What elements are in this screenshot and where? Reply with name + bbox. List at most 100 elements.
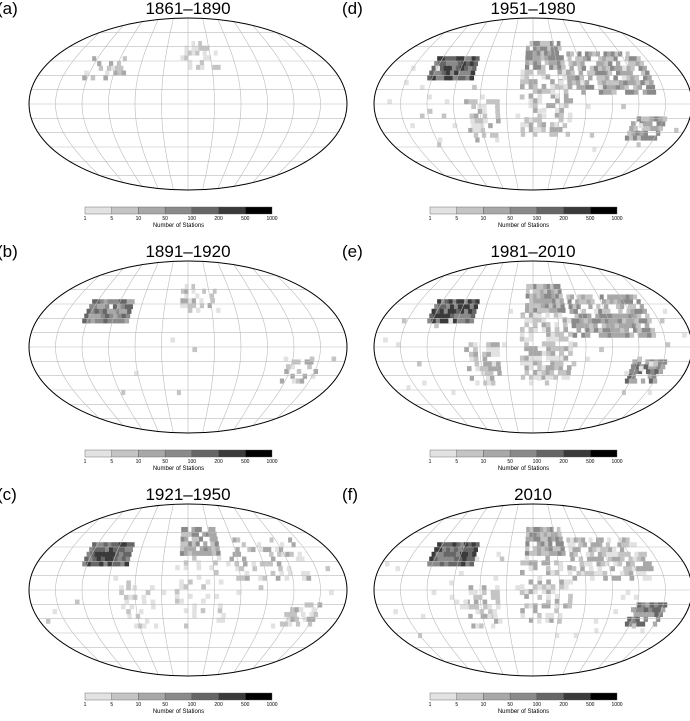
station-cell [571,361,577,367]
station-cell [582,542,587,548]
meridian [81,18,130,190]
station-cell [549,374,554,380]
station-cell [176,390,181,396]
station-cell [180,298,185,304]
colorbar-tick: 5 [455,216,458,222]
station-cell [442,61,447,67]
station-cell [558,536,563,542]
station-cell [437,542,442,548]
station-cell [545,550,550,556]
station-cell [419,113,425,119]
station-cell [396,342,401,348]
colorbar-box [164,692,193,701]
station-cell [202,45,207,51]
station-cell [275,575,281,581]
station-cell [645,611,651,618]
station-cell [461,547,467,553]
station-cell [471,299,476,305]
station-cell [636,56,641,62]
station-cell [452,318,458,324]
station-cell [579,561,585,567]
station-cell [582,313,588,319]
station-cell [447,65,453,71]
station-cell [628,135,634,141]
station-cell [473,304,478,310]
station-cell [641,327,647,333]
station-cell [653,116,659,122]
station-cell [537,360,542,366]
station-cell [592,318,597,324]
station-cell [184,623,189,629]
station-cell [462,313,467,319]
station-cell [621,318,627,324]
station-cell [174,589,180,595]
station-cell [600,61,605,67]
station-cell [613,561,618,567]
station-cell [563,336,569,342]
station-cell [637,570,643,576]
station-cell [544,293,549,299]
station-cell [258,575,263,581]
station-cell [566,537,571,543]
station-cell [604,318,610,324]
station-cell [599,556,604,562]
station-cell [528,579,534,585]
station-cell [558,612,563,619]
station-cell [473,590,478,596]
meridian [400,504,461,676]
colorbar-tick: 200 [559,702,568,708]
station-cell [207,55,212,61]
station-cell [236,537,241,543]
station-cell [471,56,476,62]
station-cell [638,308,643,314]
station-cell [469,113,475,119]
colorbar-box [509,449,538,458]
station-cell [520,131,526,137]
station-cell [150,599,156,605]
station-cell [420,613,426,619]
station-cell [195,541,200,547]
station-cell [481,104,487,110]
colorbar-tick: 100 [533,702,542,708]
station-cell [496,118,501,124]
station-cell [602,327,608,333]
station-cell [566,69,571,75]
station-cell [121,390,126,396]
station-cell [633,327,638,333]
station-cell [600,561,606,567]
station-cell [597,308,603,314]
station-cell [216,550,221,556]
station-cell [610,294,615,300]
station-cell [635,616,640,622]
station-cell [533,531,537,537]
colorbar-tick: 50 [507,459,513,465]
meridian [426,18,475,190]
colorbar-tick: 500 [586,702,595,708]
station-cell [188,60,193,66]
station-cell [199,60,205,66]
station-cell [635,607,640,613]
station-cell [220,617,225,623]
station-cell [558,80,564,86]
station-cell [118,542,124,548]
station-cell [655,130,661,136]
station-cell [213,560,218,566]
station-cell [468,65,473,71]
station-cell [625,56,630,62]
station-cell [576,327,582,333]
station-cell [232,551,237,557]
station-cell [590,299,595,305]
station-cell [646,327,651,333]
station-cell [191,531,196,537]
meridian [246,18,295,190]
station-cell [553,312,559,318]
station-cell [582,299,587,305]
station-cell [439,318,445,324]
station-cell [279,621,285,627]
station-cell [452,123,458,129]
station-cell [449,594,455,600]
station-cell [301,570,306,576]
station-cell [525,60,530,66]
station-cell [636,80,641,86]
